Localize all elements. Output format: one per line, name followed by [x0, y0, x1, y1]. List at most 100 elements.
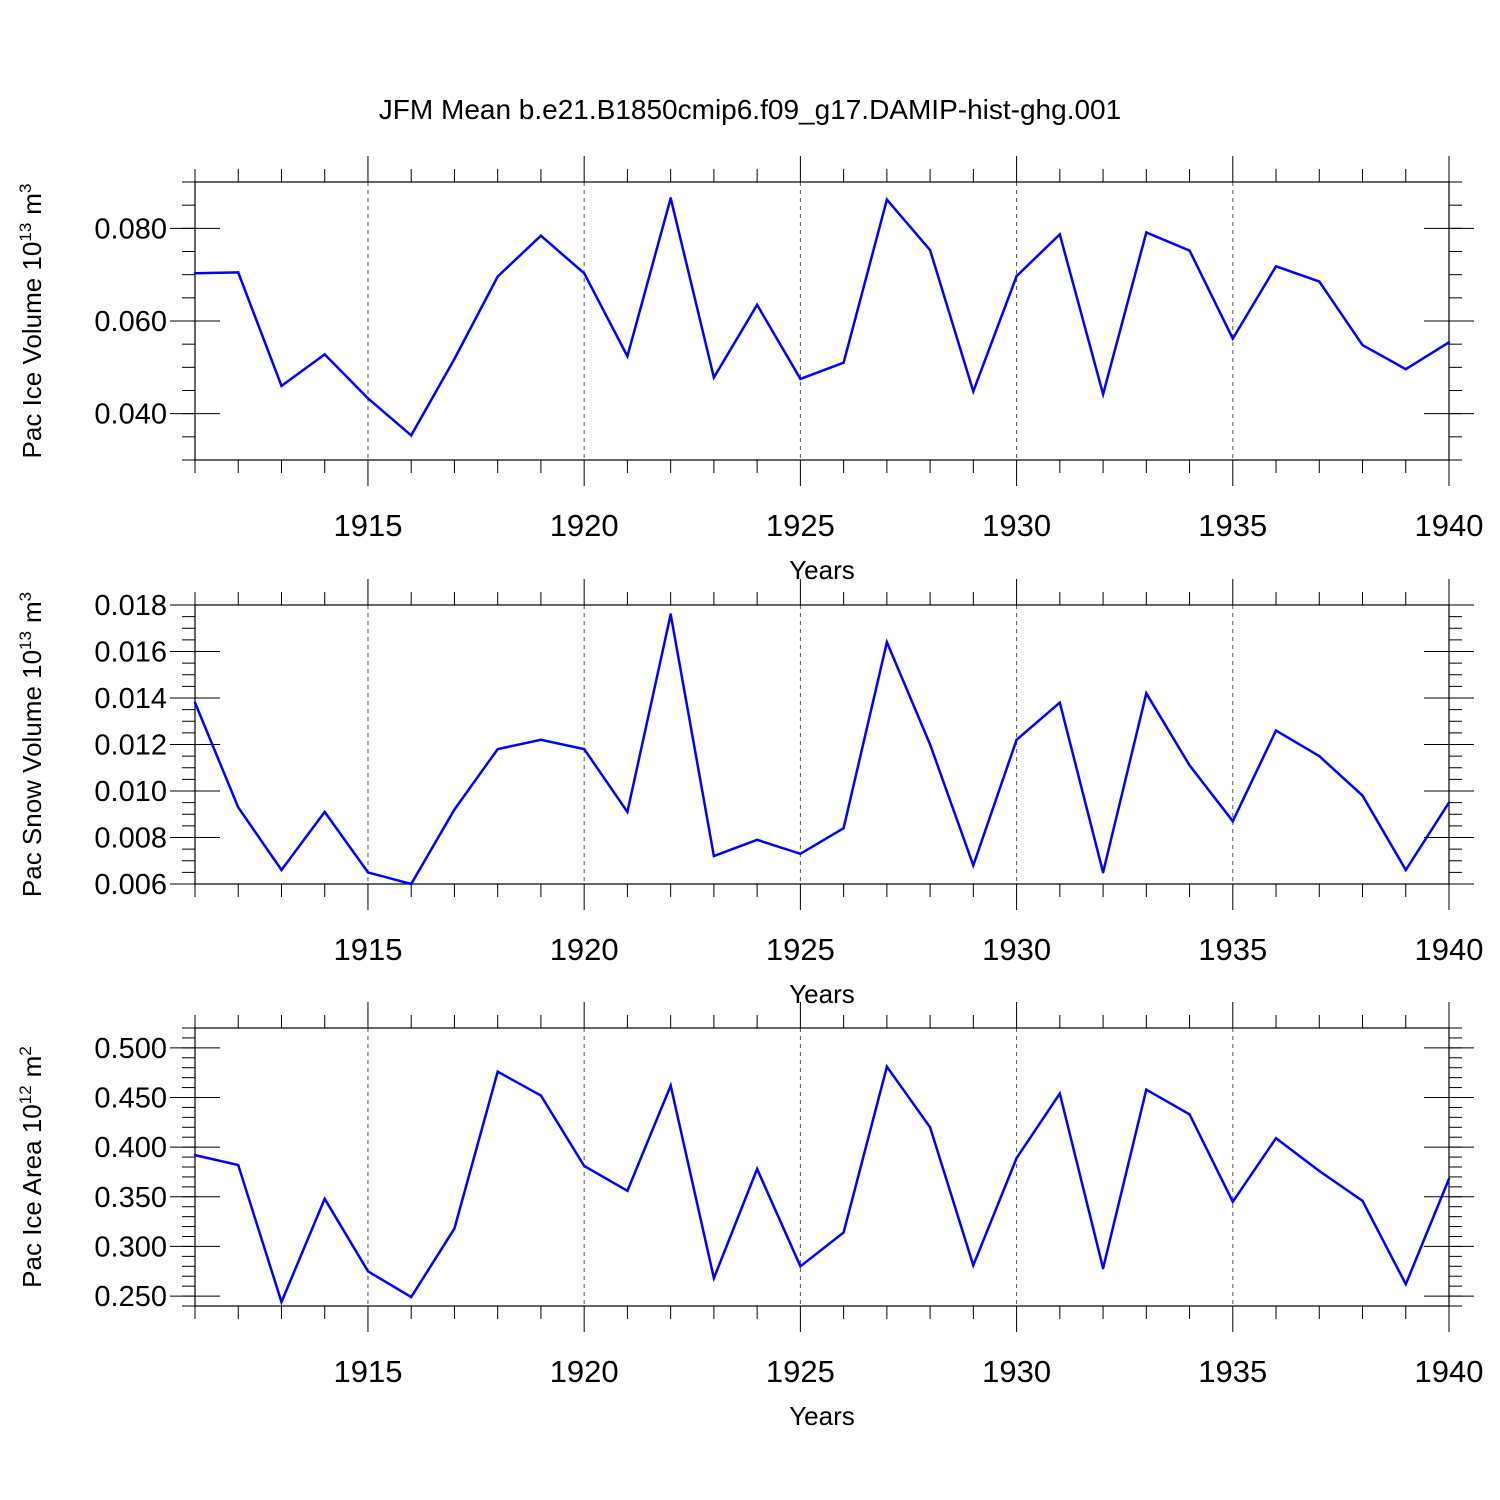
data-point [1404, 1282, 1407, 1286]
data-point [1188, 1113, 1191, 1116]
data-point [1361, 343, 1364, 347]
data-point [755, 1167, 759, 1171]
data-point [1145, 692, 1148, 695]
x-tick-label: 1930 [982, 508, 1051, 543]
y-label-unit-exponent: 3 [16, 184, 35, 193]
y-tick-label: 0.006 [94, 869, 167, 901]
data-point [712, 376, 716, 379]
data-point [842, 1231, 845, 1234]
data-point [799, 852, 802, 855]
data-point [972, 390, 975, 393]
y-tick-label: 0.040 [94, 399, 167, 431]
data-point [1015, 1156, 1018, 1160]
y-label-text: Pac Ice Area 10 [17, 1104, 47, 1288]
data-point [582, 1164, 586, 1168]
data-point [280, 868, 283, 872]
data-point [928, 248, 932, 252]
data-point [626, 810, 629, 814]
panel-1: 0.040 0.060 0.080 1915 1920 1925 1930 1935 1940 Y… [16, 156, 1483, 585]
x-tick-label: 1920 [550, 932, 619, 967]
data-point [1145, 1088, 1148, 1091]
data-point [453, 357, 456, 361]
y-tick-label: 0.080 [94, 213, 167, 245]
data-point [842, 827, 845, 830]
data-point [323, 1197, 326, 1200]
panel-3: 0.250 0.300 0.350 0.400 0.450 0.500 1915 1920 19… [16, 1002, 1483, 1431]
y-tick-label: 0.450 [94, 1083, 167, 1115]
y-tick-label: 0.010 [94, 776, 167, 808]
y-tick-label: 0.012 [94, 730, 167, 762]
data-point [539, 234, 543, 237]
data-point [1188, 764, 1191, 767]
data-point [669, 197, 672, 200]
series-line [193, 614, 1451, 886]
x-tick-label: 1925 [766, 1354, 835, 1389]
y-label-unit-exponent: 3 [16, 592, 35, 601]
data-point [1145, 231, 1148, 234]
data-point [972, 1264, 975, 1267]
data-point [323, 353, 326, 356]
x-tick-label: 1915 [333, 1354, 402, 1389]
data-point [496, 1070, 499, 1073]
data-point [1318, 754, 1321, 758]
y-label-unit-exponent: 2 [16, 1046, 35, 1055]
data-point [280, 1300, 283, 1304]
y-tick-label: 0.008 [94, 823, 167, 855]
y-label-unit: m [17, 601, 47, 623]
panel-2: 0.006 0.008 0.010 0.012 0.014 0.016 0.018 1915 1… [16, 579, 1483, 1009]
data-point [799, 377, 802, 381]
data-point [1231, 1200, 1234, 1203]
plot-frame [194, 1027, 1450, 1307]
x-tick-label: 1935 [1198, 1354, 1267, 1389]
data-point [1101, 871, 1105, 874]
series-line [194, 196, 1450, 438]
data-point [1015, 738, 1018, 742]
data-point [712, 1277, 716, 1280]
y-label-text: Pac Snow Volume 10 [17, 650, 47, 897]
data-point [237, 806, 240, 809]
data-point [410, 434, 413, 437]
data-point [626, 355, 629, 358]
data-point [1231, 820, 1234, 823]
y-tick-label: 0.250 [94, 1281, 167, 1313]
data-point [1404, 367, 1407, 371]
data-point [842, 361, 845, 364]
data-point [1015, 274, 1018, 278]
data-point [928, 1126, 932, 1129]
y-tick-label: 0.016 [94, 637, 167, 669]
x-tick-label: 1935 [1198, 932, 1267, 967]
data-point [237, 271, 240, 274]
y-axis-label: Pac Ice Area 1012 m2 [16, 1046, 47, 1288]
y-tick-label: 0.014 [94, 683, 167, 715]
data-point [1447, 801, 1451, 804]
x-tick-label: 1940 [1415, 932, 1484, 967]
x-tick-label: 1930 [982, 932, 1051, 967]
y-tick-label: 0.350 [94, 1182, 167, 1214]
data-point [496, 275, 499, 278]
data-point [410, 882, 413, 886]
plot-frame [194, 181, 1450, 461]
y-axis-label: Pac Ice Volume 1013 m3 [16, 184, 47, 459]
y-label-unit: m [17, 193, 47, 215]
data-point [453, 1227, 456, 1230]
data-point [1404, 868, 1407, 872]
x-axis-label: Years [789, 1401, 855, 1431]
y-label-exponent: 13 [16, 223, 35, 242]
data-point [237, 1163, 240, 1167]
data-point [712, 854, 716, 858]
data-point [323, 810, 326, 814]
y-label-text: Pac Ice Volume 10 [17, 242, 47, 459]
data-point [193, 701, 197, 704]
y-tick-label: 0.400 [94, 1132, 167, 1164]
data-point [885, 198, 889, 201]
x-tick-label: 1920 [550, 1354, 619, 1389]
data-point [669, 613, 672, 616]
x-tick-label: 1925 [766, 508, 835, 543]
data-point [280, 384, 283, 388]
data-point [1101, 393, 1105, 396]
data-point [626, 1189, 629, 1193]
data-point [755, 838, 759, 842]
data-point [582, 272, 586, 275]
data-point [755, 303, 759, 306]
